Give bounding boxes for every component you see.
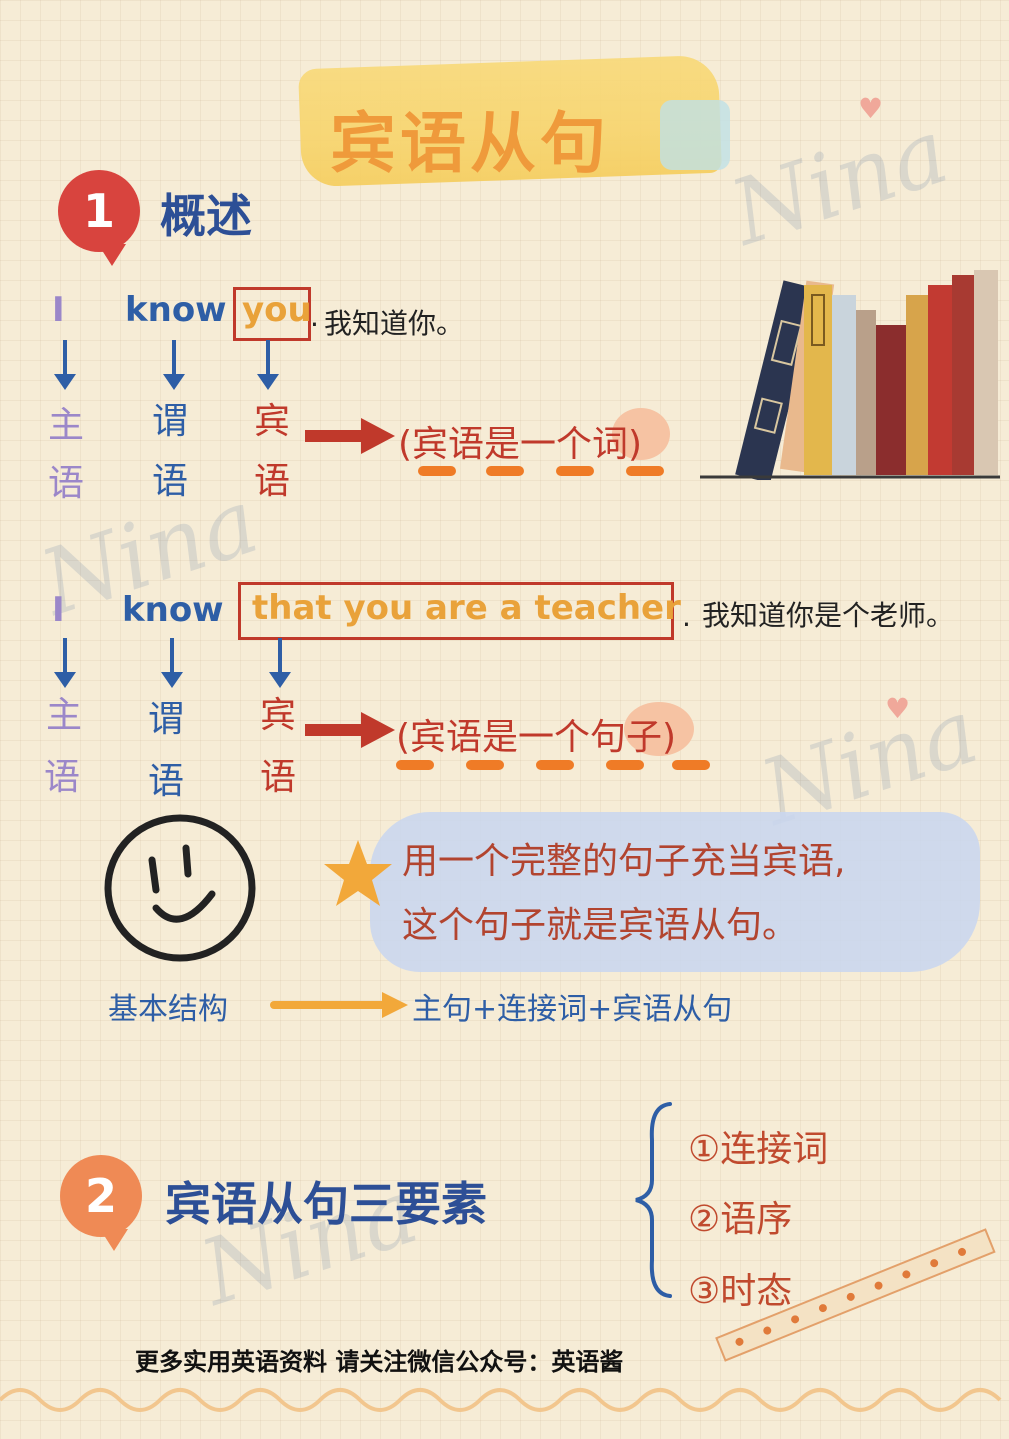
underline-dash bbox=[556, 466, 594, 476]
underline-dash bbox=[626, 466, 664, 476]
washi-tape bbox=[715, 1228, 996, 1362]
object-box bbox=[233, 287, 311, 341]
right-arrow-icon bbox=[305, 712, 395, 748]
object-box bbox=[238, 582, 674, 640]
element-item: ①连接词 bbox=[688, 1129, 829, 1170]
structure-label: 基本结构 bbox=[108, 992, 228, 1027]
down-arrow-icon bbox=[161, 672, 183, 688]
role-char: 语 bbox=[152, 461, 189, 502]
heart-icon: ♥ bbox=[858, 92, 884, 125]
role-char: 语 bbox=[148, 761, 185, 802]
star-icon bbox=[324, 840, 392, 906]
translation: 我知道你。 bbox=[324, 307, 465, 340]
object-word: you bbox=[242, 290, 312, 330]
element-item: ②语序 bbox=[688, 1199, 793, 1240]
underline-dash bbox=[536, 760, 574, 770]
down-arrow-icon bbox=[266, 340, 270, 376]
underline-dash bbox=[486, 466, 524, 476]
footer-notice: 更多实用英语资料 请关注微信公众号：英语酱 bbox=[135, 1348, 624, 1376]
role-char: 谓 bbox=[152, 401, 189, 442]
structure-value: 主句+连接词+宾语从句 bbox=[412, 992, 733, 1027]
page-title: 宾语从句 bbox=[330, 105, 610, 182]
role-char: 语 bbox=[260, 757, 297, 798]
section-number-badge: 1 bbox=[58, 170, 140, 266]
role-char: 宾 bbox=[260, 695, 297, 736]
down-arrow-icon bbox=[54, 374, 76, 390]
sentence-period: . bbox=[682, 600, 691, 633]
down-arrow-icon bbox=[170, 638, 174, 674]
section-heading: 宾语从句三要素 bbox=[165, 1177, 487, 1231]
subject-word: I bbox=[52, 590, 65, 630]
down-arrow-icon bbox=[172, 340, 176, 376]
down-arrow-icon bbox=[163, 374, 185, 390]
down-arrow-icon bbox=[269, 672, 291, 688]
role-char: 语 bbox=[254, 461, 291, 502]
watermark: Nina bbox=[719, 98, 961, 267]
brace-icon bbox=[635, 1102, 672, 1298]
underline-dash bbox=[606, 760, 644, 770]
role-char: 语 bbox=[48, 463, 85, 504]
translation: 我知道你是个老师。 bbox=[702, 599, 955, 632]
underline-dash bbox=[418, 466, 456, 476]
smiley-icon bbox=[104, 814, 256, 962]
section-heading: 概述 bbox=[160, 189, 252, 243]
definition-line: 这个句子就是宾语从句。 bbox=[402, 905, 799, 946]
object-note: (宾语是一个句子) bbox=[396, 717, 677, 758]
role-char: 主 bbox=[48, 405, 85, 446]
highlight-dot bbox=[624, 702, 694, 756]
subject-word: I bbox=[52, 290, 65, 330]
title-highlight-accent bbox=[660, 100, 730, 170]
highlight-dot bbox=[612, 408, 670, 460]
element-item: ③时态 bbox=[688, 1271, 793, 1312]
decorative-border bbox=[0, 1388, 1002, 1412]
object-note: (宾语是一个词) bbox=[398, 424, 643, 465]
down-arrow-icon bbox=[63, 340, 67, 376]
role-char: 谓 bbox=[148, 699, 185, 740]
down-arrow-icon bbox=[278, 638, 282, 674]
underline-dash bbox=[466, 760, 504, 770]
definition-line: 用一个完整的句子充当宾语, bbox=[402, 841, 846, 882]
role-char: 主 bbox=[46, 695, 83, 736]
heart-icon: ♥ bbox=[885, 692, 911, 725]
down-arrow-icon bbox=[257, 374, 279, 390]
down-arrow-icon bbox=[54, 672, 76, 688]
right-arrow-icon bbox=[270, 992, 408, 1018]
verb-word: know bbox=[125, 290, 227, 330]
role-char: 语 bbox=[44, 757, 81, 798]
sentence-period: . bbox=[310, 300, 319, 333]
underline-dash bbox=[672, 760, 710, 770]
definition-highlight bbox=[370, 812, 980, 972]
underline-dash bbox=[396, 760, 434, 770]
role-char: 宾 bbox=[254, 401, 291, 442]
verb-word: know bbox=[122, 590, 224, 630]
right-arrow-icon bbox=[305, 418, 395, 454]
books-illustration bbox=[700, 270, 1000, 480]
section-number-badge: 2 bbox=[60, 1155, 142, 1251]
object-clause: that you are a teacher bbox=[252, 588, 681, 628]
down-arrow-icon bbox=[63, 638, 67, 674]
